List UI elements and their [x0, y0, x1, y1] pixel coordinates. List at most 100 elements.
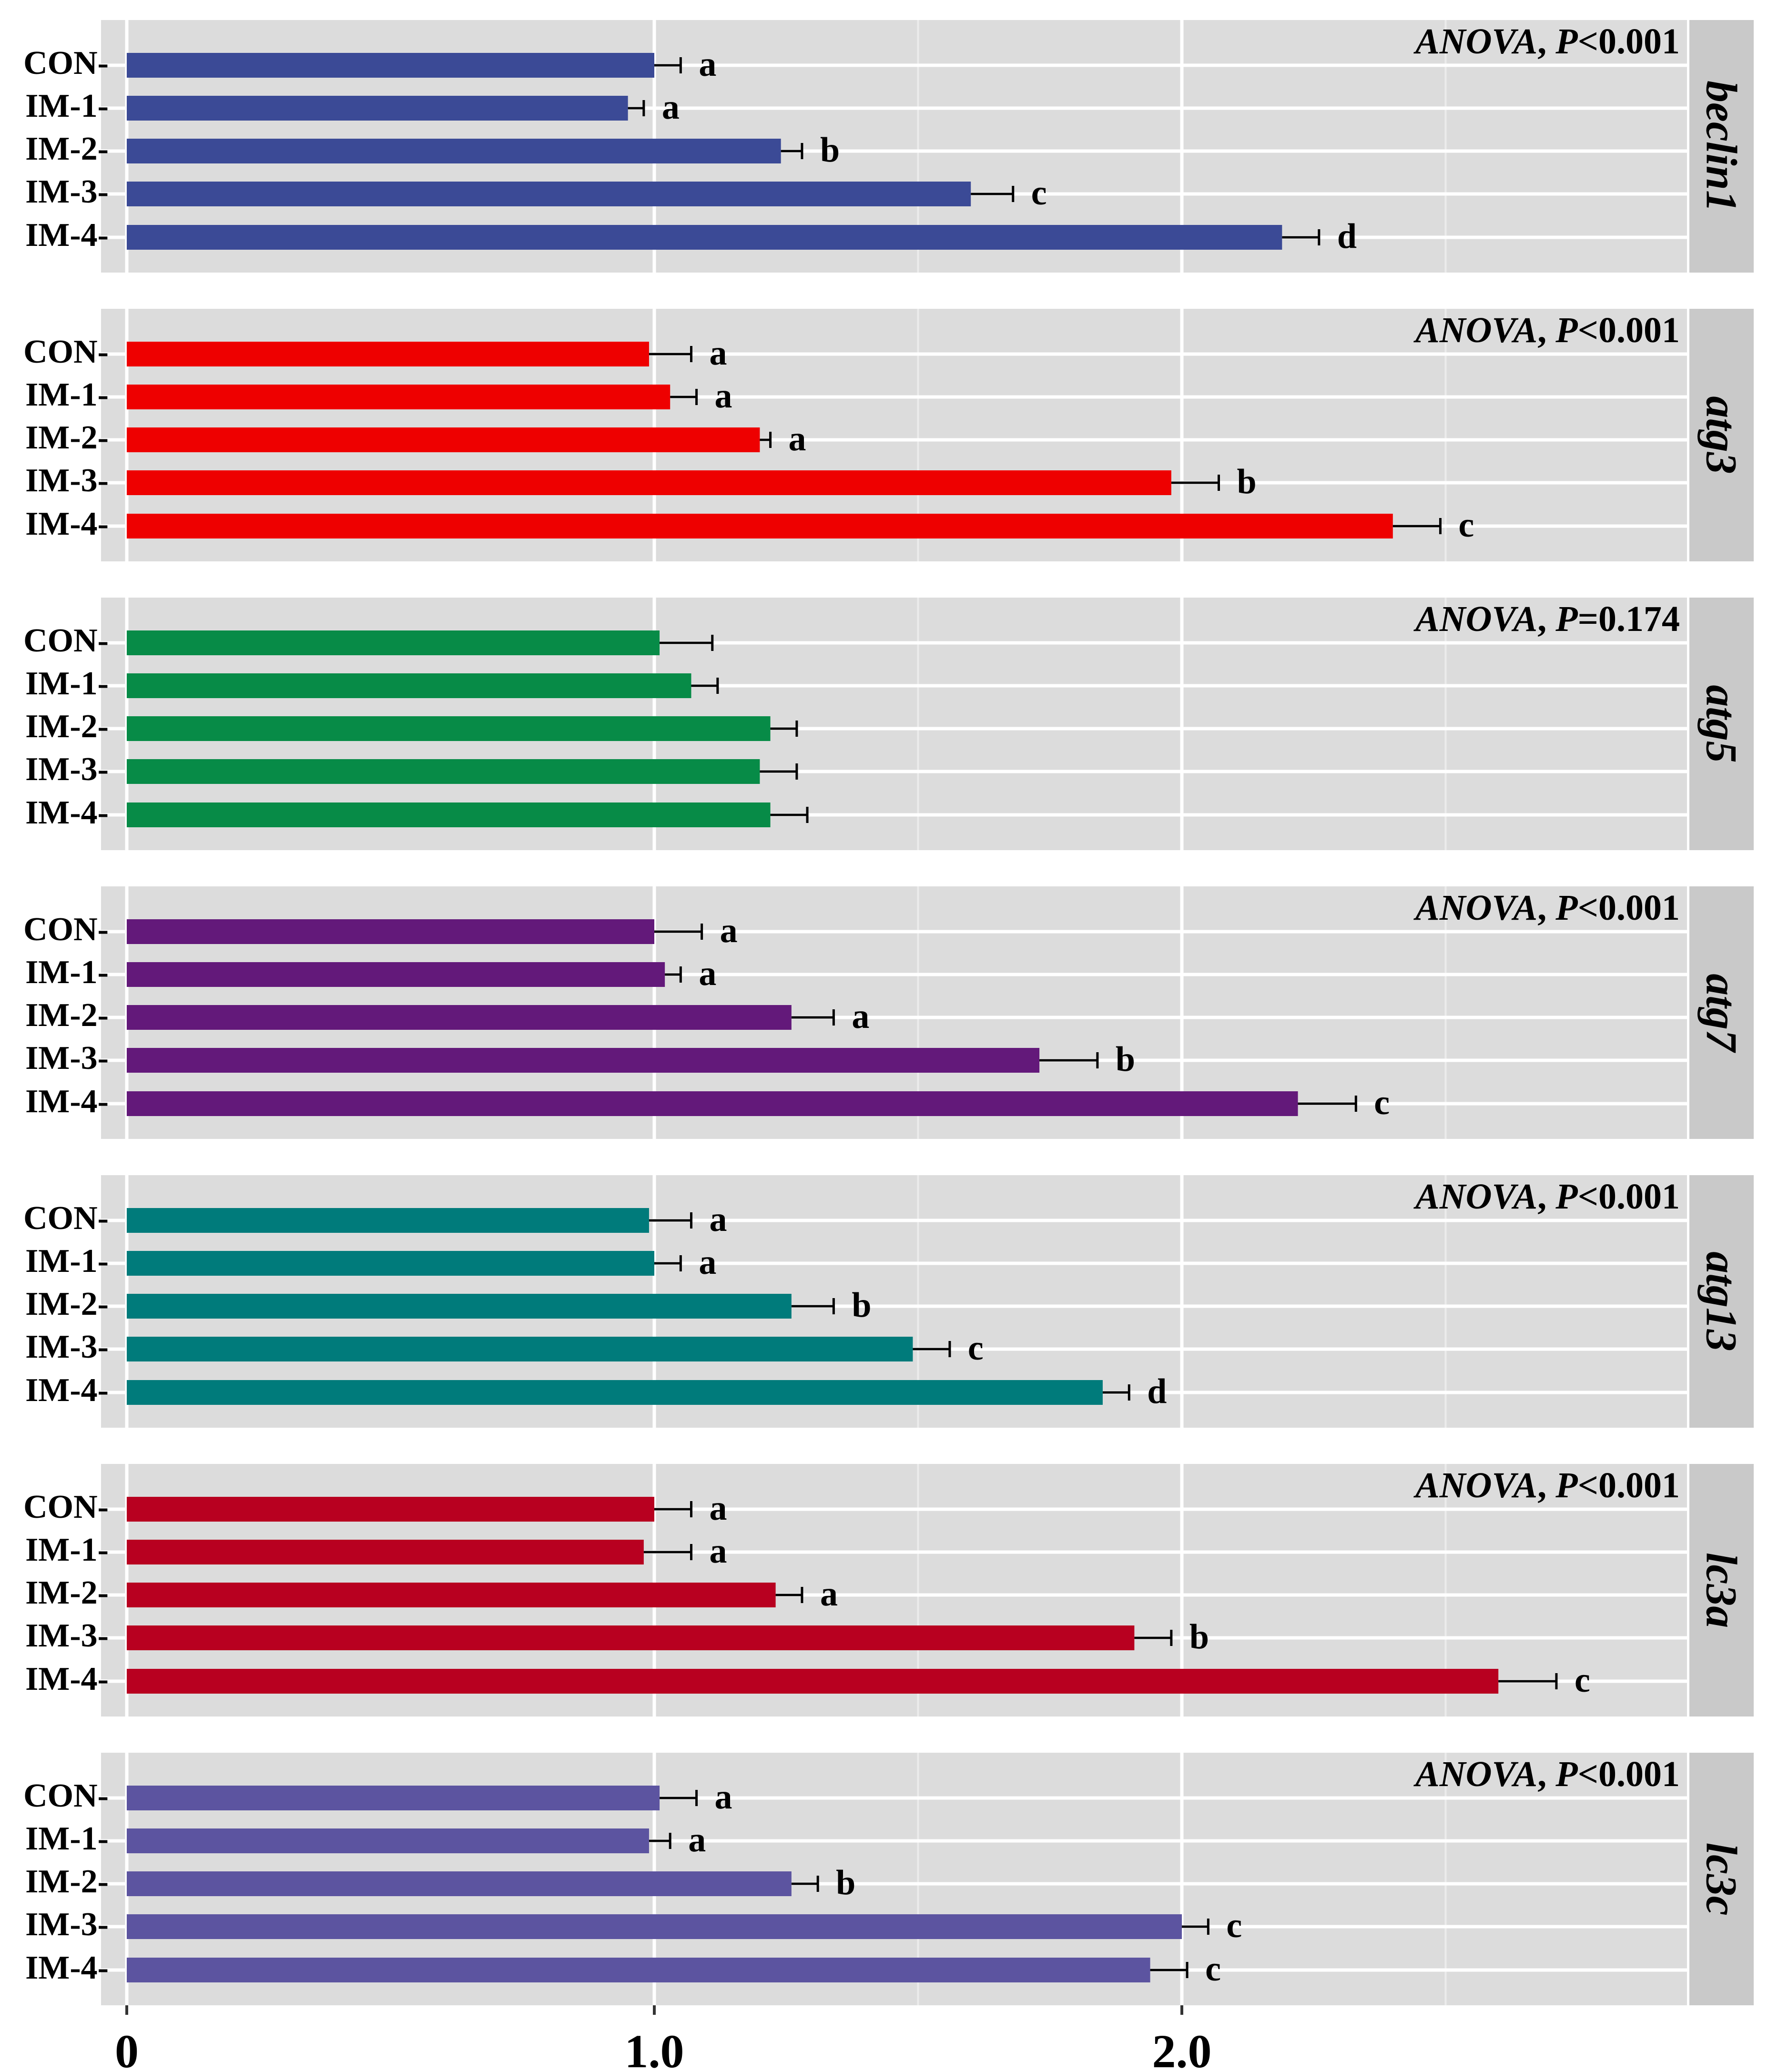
bar-IM-2: [127, 1583, 776, 1607]
significance-letter: d: [1147, 1372, 1167, 1411]
bar-IM-1: [127, 962, 665, 987]
significance-letter: a: [662, 88, 680, 127]
bar-IM-1: [127, 385, 671, 409]
y-tick-label: IM-1-: [25, 954, 109, 991]
y-tick-label: IM-2-: [25, 419, 109, 456]
strip-label-atg3: atg3: [1697, 396, 1746, 474]
bar-IM-4: [127, 1958, 1150, 1982]
strip-label-lc3a: lc3a: [1697, 1553, 1746, 1628]
anova-word: ANOVA: [1413, 888, 1537, 928]
bar-IM-2: [127, 427, 760, 452]
anova-separator: ,: [1537, 1177, 1555, 1217]
significance-letter: c: [968, 1329, 984, 1368]
anova-p-value: <0.001: [1578, 888, 1680, 928]
bar-IM-1: [127, 1828, 649, 1853]
bar-CON: [127, 1208, 649, 1233]
anova-p-symbol: P: [1555, 1754, 1578, 1794]
y-tick-label: IM-1-: [25, 665, 109, 702]
significance-letter: a: [709, 1532, 727, 1571]
y-tick-label: IM-1-: [25, 1243, 109, 1280]
anova-separator: ,: [1537, 888, 1555, 928]
anova-label: ANOVA, P<0.001: [1413, 1754, 1680, 1794]
significance-letter: a: [852, 997, 869, 1036]
bar-IM-4: [127, 514, 1393, 538]
significance-letter: a: [699, 45, 716, 84]
anova-p-value: =0.174: [1578, 599, 1680, 639]
y-tick-label: IM-3-: [25, 1329, 109, 1365]
bar-IM-1: [127, 1251, 654, 1276]
y-tick-label: CON-: [23, 622, 109, 659]
y-tick-label: CON-: [23, 1777, 109, 1814]
bar-IM-2: [127, 139, 781, 163]
significance-letter: c: [1458, 506, 1474, 545]
anova-word: ANOVA: [1413, 1177, 1537, 1217]
anova-p-value: <0.001: [1578, 21, 1680, 61]
anova-label: ANOVA, P=0.174: [1413, 599, 1680, 639]
panel-lc3c: lc3c ANOVA, P<0.001 a CON-a IM-1- b IM-2- c IM-3…: [23, 1753, 1754, 2005]
anova-p-symbol: P: [1555, 1177, 1578, 1217]
y-tick-label: IM-1-: [25, 1532, 109, 1568]
anova-label: ANOVA, P<0.001: [1413, 21, 1680, 61]
bar-CON: [127, 53, 654, 78]
x-tick-label: 2.0: [1152, 2025, 1212, 2072]
y-tick-label: IM-4-: [25, 1083, 109, 1120]
y-tick-label: IM-2-: [25, 1286, 109, 1322]
y-tick-label: IM-2-: [25, 708, 109, 745]
bar-IM-3: [127, 1625, 1135, 1650]
panel-atg5: atg5 ANOVA, P=0.174 CON- IM-1- IM-2- IM-3- IM-…: [23, 598, 1754, 850]
y-tick-label: IM-2-: [25, 997, 109, 1034]
significance-letter: c: [1575, 1661, 1590, 1700]
significance-letter: c: [1205, 1950, 1221, 1989]
anova-word: ANOVA: [1413, 21, 1537, 61]
panel-atg3: atg3 ANOVA, P<0.001 a CON-a IM-1- a IM-2- b IM-3…: [23, 309, 1754, 561]
anova-label: ANOVA, P<0.001: [1413, 1465, 1680, 1505]
y-tick-label: IM-2-: [25, 1863, 109, 1900]
significance-letter: a: [709, 1200, 727, 1239]
bar-IM-2: [127, 716, 771, 741]
anova-separator: ,: [1537, 21, 1555, 61]
anova-label: ANOVA, P<0.001: [1413, 1177, 1680, 1217]
bar-IM-1: [127, 673, 691, 698]
anova-separator: ,: [1537, 1465, 1555, 1505]
y-tick-label: IM-4-: [25, 1661, 109, 1697]
strip-background: [1689, 886, 1754, 1139]
bar-CON: [127, 630, 660, 655]
anova-word: ANOVA: [1413, 599, 1537, 639]
anova-p-symbol: P: [1555, 888, 1578, 928]
significance-letter: c: [1226, 1906, 1242, 1945]
y-tick-label: IM-4-: [25, 217, 109, 254]
anova-p-symbol: P: [1555, 1465, 1578, 1505]
bar-IM-3: [127, 470, 1171, 495]
panel-atg7: atg7 ANOVA, P<0.001 a CON-a IM-1- a IM-2- b IM-3…: [23, 886, 1754, 1139]
y-tick-label: IM-1-: [25, 1820, 109, 1857]
anova-label: ANOVA, P<0.001: [1413, 888, 1680, 928]
strip-label-atg7: atg7: [1697, 974, 1746, 1054]
y-tick-label: IM-2-: [25, 1574, 109, 1611]
bar-IM-3: [127, 1337, 913, 1361]
anova-separator: ,: [1537, 599, 1555, 639]
bar-IM-1: [127, 1540, 644, 1564]
significance-letter: a: [820, 1574, 838, 1614]
significance-letter: b: [852, 1286, 871, 1325]
y-tick-label: IM-3-: [25, 462, 109, 499]
significance-letter: a: [709, 334, 727, 373]
x-axis: 0 1.0 2.0: [115, 2005, 1212, 2072]
y-tick-label: CON-: [23, 334, 109, 370]
bar-IM-1: [127, 96, 628, 121]
bar-IM-2: [127, 1294, 792, 1319]
y-tick-label: IM-3-: [25, 1906, 109, 1943]
bar-IM-4: [127, 1380, 1103, 1405]
y-tick-label: CON-: [23, 1200, 109, 1237]
y-tick-label: IM-3-: [25, 1617, 109, 1654]
anova-p-symbol: P: [1555, 599, 1578, 639]
strip-background: [1689, 309, 1754, 561]
y-tick-label: IM-4-: [25, 1372, 109, 1409]
strip-background: [1689, 1464, 1754, 1717]
strip-label-lc3c: lc3c: [1697, 1842, 1746, 1915]
bar-IM-2: [127, 1871, 792, 1896]
bar-IM-4: [127, 802, 771, 827]
bar-IM-2: [127, 1005, 792, 1030]
strip-background: [1689, 1175, 1754, 1428]
significance-letter: b: [820, 131, 840, 170]
y-tick-label: IM-1-: [25, 88, 109, 124]
